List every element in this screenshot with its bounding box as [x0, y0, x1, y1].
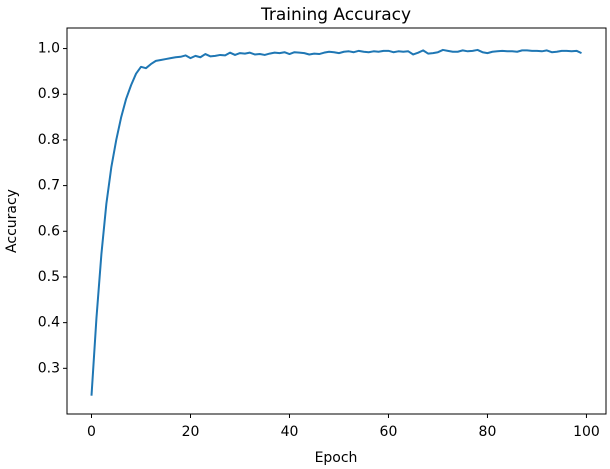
x-axis-label: Epoch: [315, 450, 358, 466]
x-tick-label: 100: [573, 424, 600, 440]
y-tick-label: 0.3: [38, 360, 60, 376]
y-tick-label: 0.5: [38, 269, 60, 285]
x-tick-label: 0: [87, 424, 96, 440]
x-tick-label: 60: [380, 424, 398, 440]
y-tick-label: 0.6: [38, 223, 60, 239]
y-tick-label: 0.9: [38, 86, 60, 102]
y-tick-label: 0.4: [38, 315, 60, 331]
x-tick-label: 20: [182, 424, 200, 440]
chart-title: Training Accuracy: [260, 5, 411, 25]
y-tick-label: 1.0: [38, 41, 60, 57]
x-tick-label: 40: [281, 424, 299, 440]
y-tick-label: 0.7: [38, 178, 60, 194]
x-tick-label: 80: [479, 424, 497, 440]
data-line: [90, 48, 582, 396]
y-tick-label: 0.8: [38, 132, 60, 148]
plot-frame: [66, 27, 607, 415]
y-axis-label: Accuracy: [4, 189, 20, 253]
